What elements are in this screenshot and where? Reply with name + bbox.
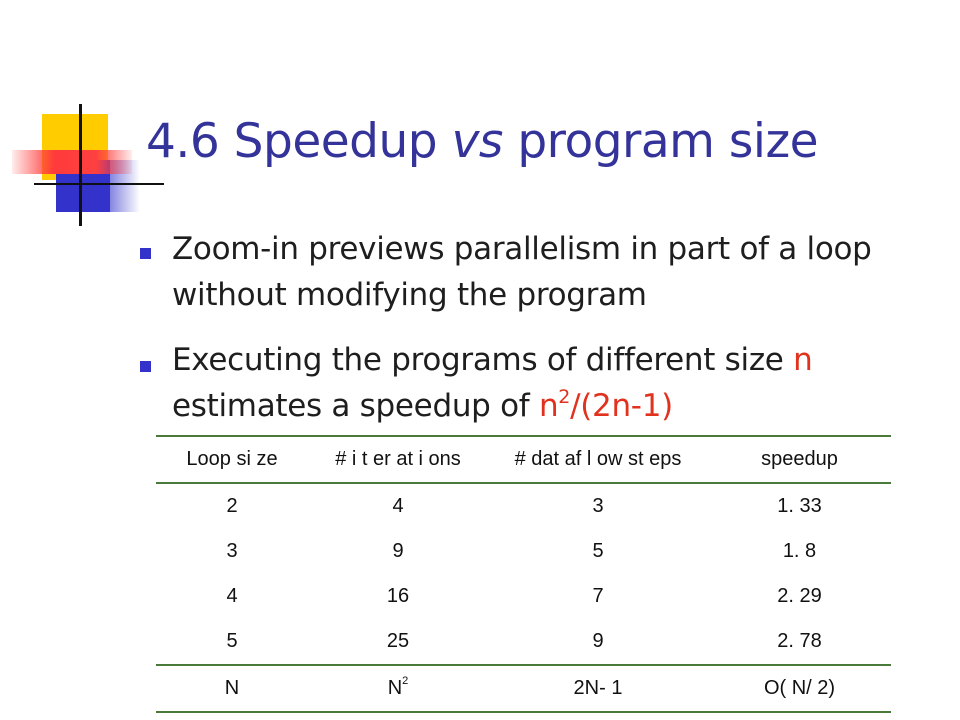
title-prefix: 4.6 Speedup <box>146 114 452 169</box>
cell-dataflow-steps: 3 <box>592 495 604 517</box>
decorative-horizontal-line <box>34 183 164 185</box>
cell-dataflow-steps: 9 <box>592 630 604 652</box>
bullet-2-text-before: Executing the programs of different size <box>172 342 794 378</box>
cell-iterations: 16 <box>386 585 410 607</box>
table-row: 2 4 3 1. 33 <box>156 483 891 529</box>
bullet-2-text-middle: estimates a speedup of <box>172 388 539 424</box>
bullet-1-text: Zoom-in previews parallelism in part of … <box>172 231 872 313</box>
bullet-square-icon <box>140 361 151 372</box>
cell-loop-size: 3 <box>226 540 238 562</box>
table-header-row: Loop si ze # i t er at i ons # dat af l … <box>156 436 891 483</box>
cell-dataflow-steps: 5 <box>592 540 604 562</box>
variable-n: n <box>793 342 813 378</box>
table-row: 4 16 7 2. 29 <box>156 574 891 619</box>
table-row: 5 25 9 2. 78 <box>156 619 891 665</box>
decorative-red-bar <box>12 150 132 174</box>
bullet-2-text: Executing the programs of different size… <box>172 337 952 429</box>
cell-loop-size: 5 <box>226 630 238 652</box>
speedup-table: Loop si ze # i t er at i ons # dat af l … <box>156 435 891 713</box>
bullet-square-icon <box>140 248 151 259</box>
cell-iterations: 25 <box>386 630 410 652</box>
cell-speedup: 1. 8 <box>782 540 817 562</box>
cell-speedup: 2. 78 <box>777 630 822 652</box>
formula-tail: /(2n-1) <box>570 388 673 424</box>
cell-speedup: 2. 29 <box>777 585 822 607</box>
speedup-formula: n2/(2n-1) <box>538 386 673 425</box>
formula-exponent: 2 <box>558 386 571 408</box>
title-suffix: program size <box>502 114 819 169</box>
cell-dataflow-steps: 7 <box>592 585 604 607</box>
cell-loop-size: N <box>224 677 240 699</box>
formula-base: n <box>538 388 559 424</box>
table-summary-row: N N2 2N- 1 O( N/ 2) <box>156 665 891 712</box>
table-row: 3 9 5 1. 8 <box>156 529 891 574</box>
decorative-vertical-line <box>79 104 82 226</box>
cell-iterations: N2 <box>308 665 488 712</box>
header-dataflow-steps: # dat af l ow st eps <box>514 448 682 470</box>
iterations-base: N <box>387 677 403 699</box>
header-loop-size: Loop si ze <box>186 448 278 470</box>
cell-iterations: 9 <box>392 540 404 562</box>
cell-loop-size: 2 <box>226 495 238 517</box>
slide-title: 4.6 Speedup vs program size <box>146 114 819 169</box>
cell-speedup: 1. 33 <box>777 495 822 517</box>
cell-speedup: O( N/ 2) <box>763 677 836 699</box>
header-iterations: # i t er at i ons <box>335 448 461 470</box>
cell-loop-size: 4 <box>226 585 238 607</box>
header-speedup: speedup <box>761 448 838 470</box>
iterations-exponent: 2 <box>402 675 409 687</box>
cell-dataflow-steps: 2N- 1 <box>573 677 623 699</box>
cell-iterations: 4 <box>392 495 404 517</box>
title-italic: vs <box>451 114 504 169</box>
